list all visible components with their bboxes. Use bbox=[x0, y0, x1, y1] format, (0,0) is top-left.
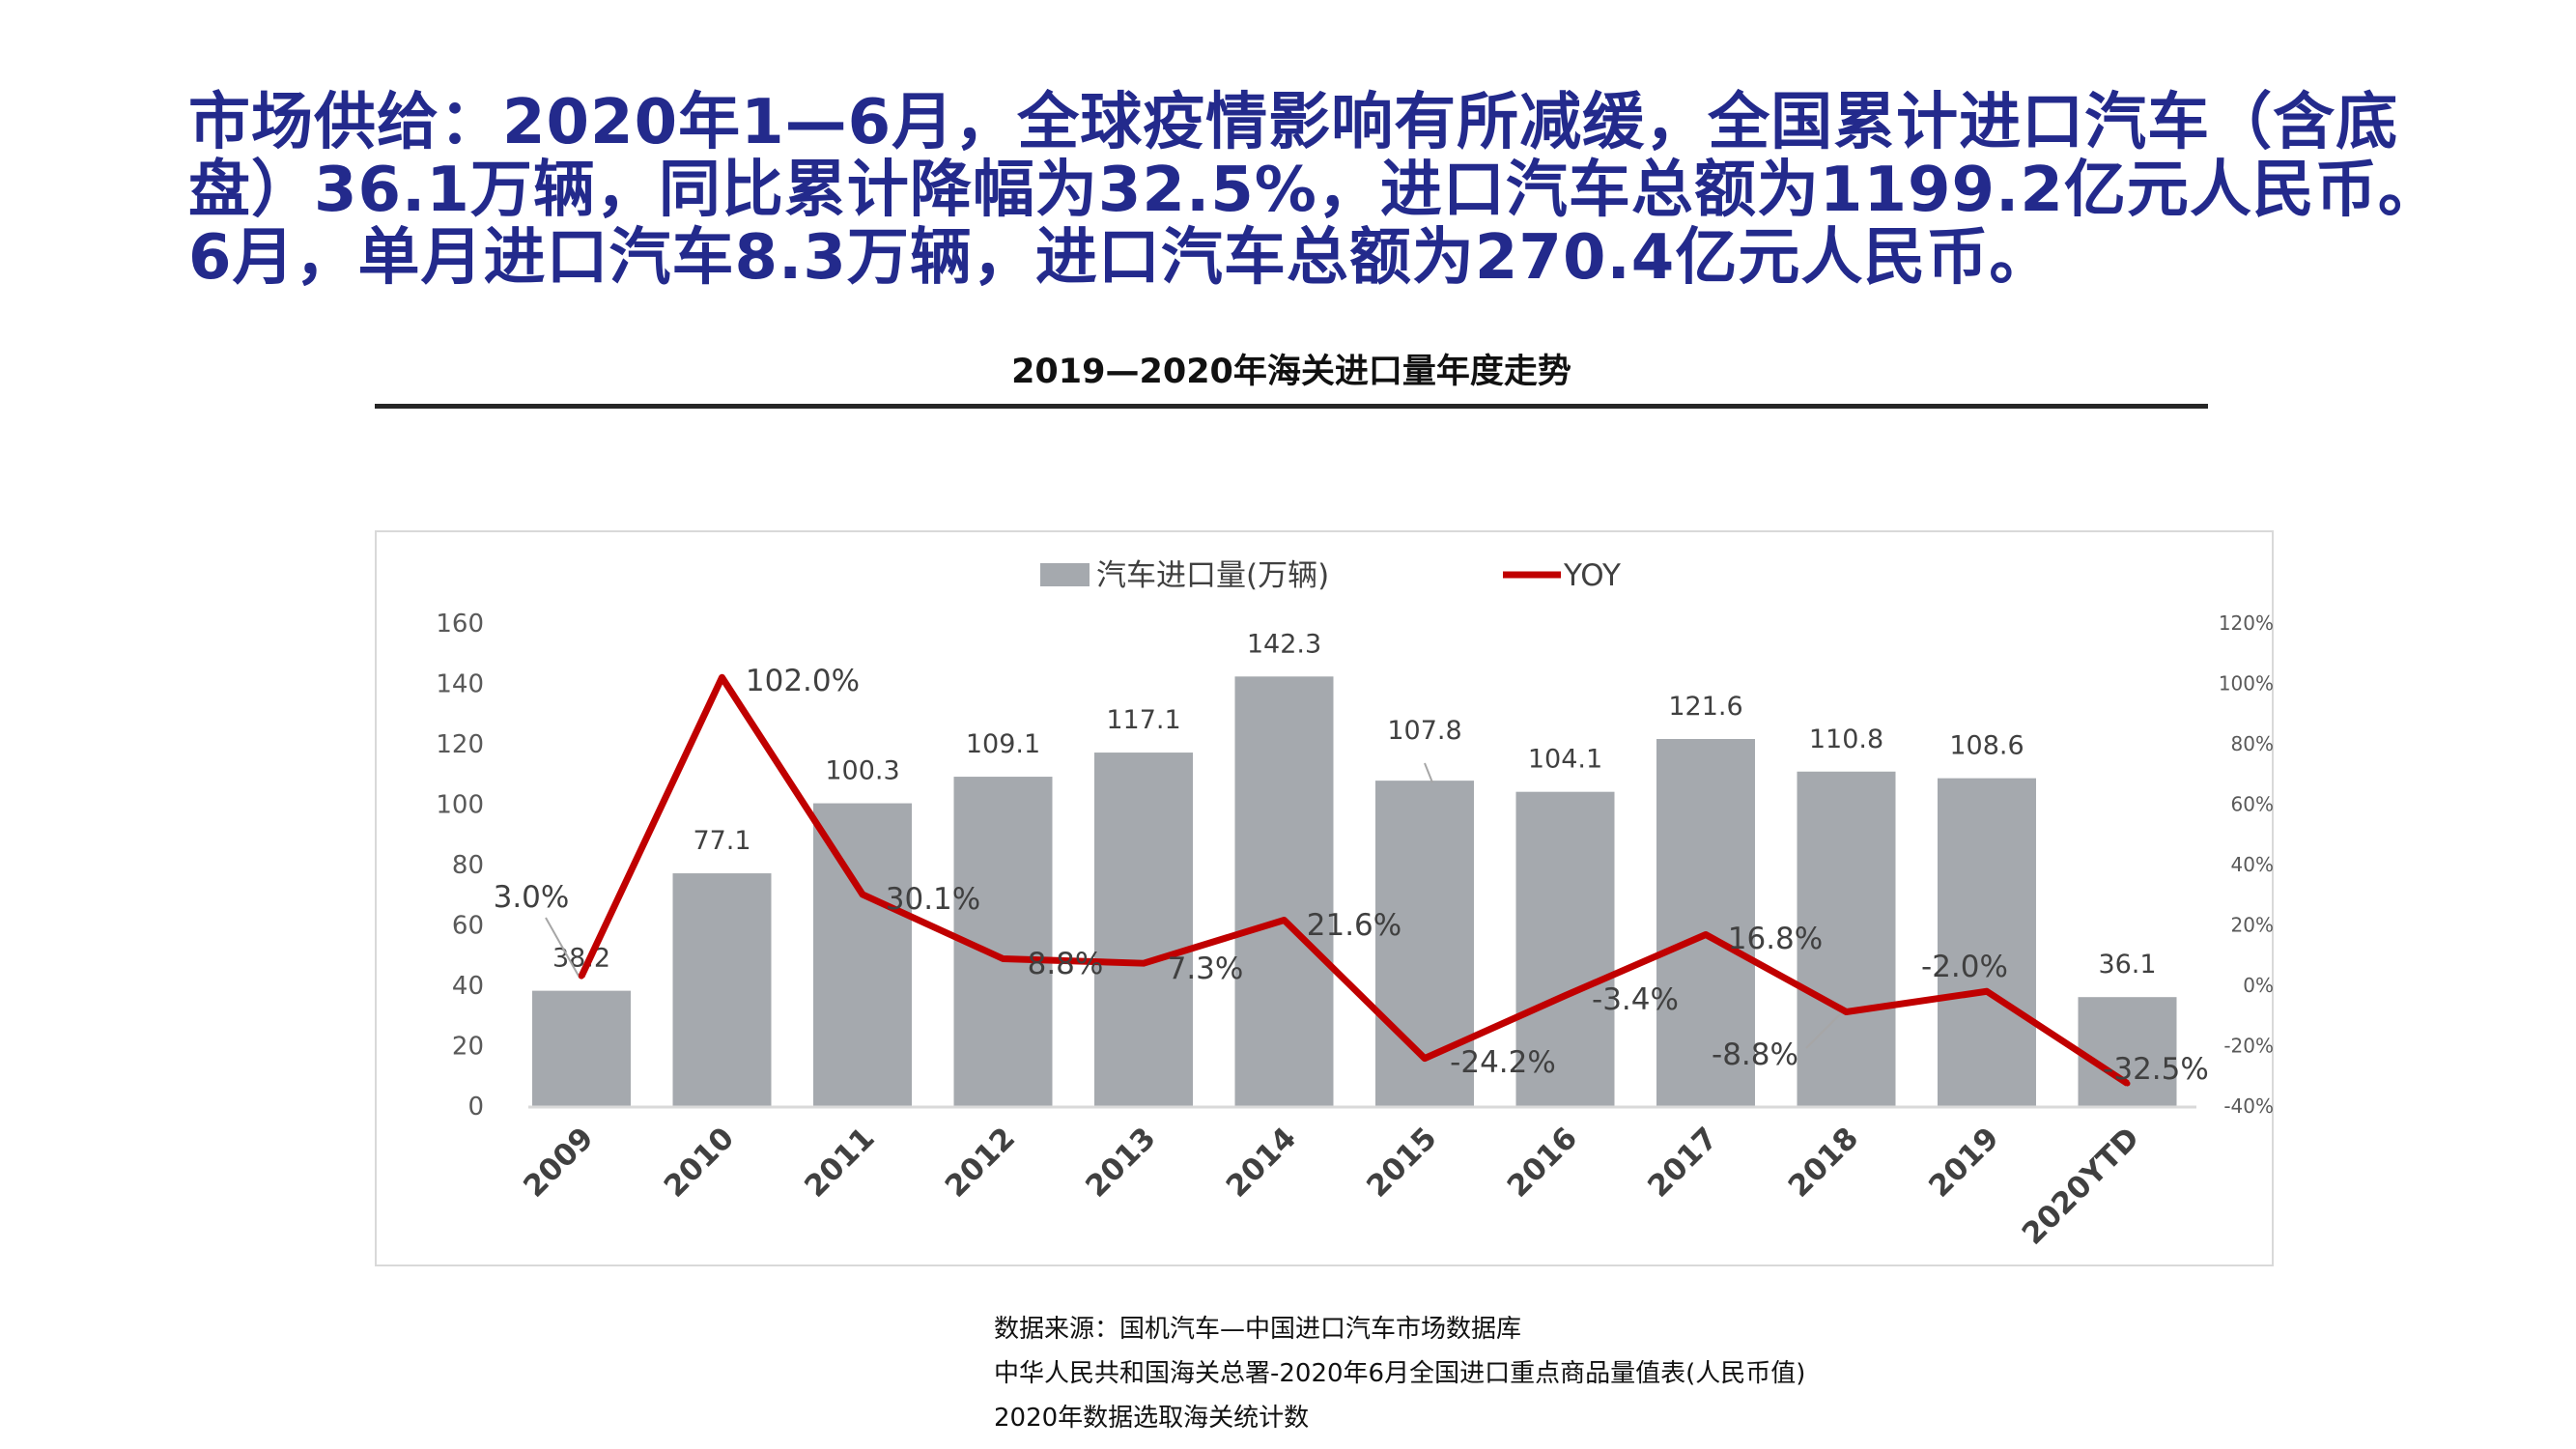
bar-2011 bbox=[813, 803, 912, 1106]
yoy-value-label: 30.1% bbox=[886, 882, 980, 917]
yoy-value-label: -2.0% bbox=[1921, 950, 2008, 984]
x-axis-label: 2020YTD bbox=[2016, 1121, 2146, 1251]
yoy-point-2017 bbox=[1703, 931, 1709, 938]
yoy-value-label: -24.2% bbox=[1450, 1045, 1556, 1080]
title-divider bbox=[375, 404, 2208, 409]
bar-value-label: 36.1 bbox=[2098, 950, 2156, 980]
headline-line-2: 盘）36.1万辆，同比累计降幅为32.5%，进口汽车总额为1199.2亿元人民币… bbox=[188, 155, 2441, 226]
bar-2017 bbox=[1656, 739, 1755, 1106]
left-axis-tick: 100 bbox=[436, 791, 484, 820]
x-axis-label: 2014 bbox=[1220, 1121, 1303, 1204]
yoy-point-2012 bbox=[1000, 955, 1006, 962]
yoy-point-2016 bbox=[1562, 992, 1569, 999]
yoy-value-label: 16.8% bbox=[1728, 922, 1823, 956]
yoy-value-label: -8.8% bbox=[1712, 1037, 1798, 1072]
right-axis-tick: 40% bbox=[2231, 853, 2274, 876]
yoy-value-label: 7.3% bbox=[1168, 952, 1244, 986]
bar-value-label: 107.8 bbox=[1387, 716, 1461, 746]
bar-value-label: 121.6 bbox=[1668, 692, 1742, 722]
bar-2013 bbox=[1094, 753, 1193, 1106]
right-axis-tick: 100% bbox=[2219, 672, 2274, 696]
right-axis-tick: -40% bbox=[2223, 1094, 2274, 1118]
bar-2016 bbox=[1515, 791, 1615, 1106]
leader-line bbox=[1805, 1013, 1841, 1049]
bar-value-label: 77.1 bbox=[693, 826, 750, 856]
leader-line bbox=[545, 917, 580, 979]
bar-value-label: 104.1 bbox=[1528, 745, 1602, 775]
legend-line-label: YOY bbox=[1563, 558, 1621, 593]
headline-line-3: 6月，单月进口汽车8.3万辆，进口汽车总额为270.4亿元人民币。 bbox=[188, 222, 2052, 294]
yoy-point-2014 bbox=[1281, 917, 1288, 923]
yoy-point-2018 bbox=[1843, 1009, 1850, 1015]
x-axis-label: 2013 bbox=[1079, 1121, 1162, 1204]
legend-bar-label: 汽车进口量(万辆) bbox=[1096, 558, 1329, 593]
bar-2020YTD bbox=[2078, 997, 2177, 1106]
bar-value-label: 142.3 bbox=[1247, 629, 1321, 659]
left-axis-tick: 20 bbox=[452, 1033, 484, 1062]
bar-2019 bbox=[1938, 778, 2036, 1106]
headline: 市场供给：2020年1—6月，全球疫情影响有所减缓，全国累计进口汽车（含底 盘）… bbox=[188, 89, 2545, 292]
bar-value-label: 108.6 bbox=[1949, 731, 2024, 761]
yoy-value-label: 3.0% bbox=[494, 880, 570, 915]
right-axis-tick: 20% bbox=[2231, 914, 2274, 937]
chart-title: 2019—2020年海关进口量年度走势 bbox=[1011, 353, 1571, 391]
yoy-value-label: -3.4% bbox=[1592, 982, 1679, 1017]
x-axis-label: 2015 bbox=[1360, 1121, 1443, 1204]
left-axis-tick: 140 bbox=[436, 670, 484, 699]
yoy-value-label: 8.8% bbox=[1028, 947, 1104, 981]
leader-line bbox=[1424, 762, 1433, 783]
bar-2015 bbox=[1375, 781, 1474, 1106]
left-axis-tick: 120 bbox=[436, 730, 484, 759]
bar-value-label: 109.1 bbox=[966, 729, 1040, 759]
bar-2014 bbox=[1234, 676, 1334, 1106]
legend-bar-swatch bbox=[1040, 563, 1090, 586]
source-line-1: 数据来源：国机汽车—中国进口汽车市场数据库 bbox=[994, 1315, 1522, 1344]
yoy-point-2020YTD bbox=[2124, 1080, 2131, 1087]
yoy-point-2015 bbox=[1422, 1055, 1428, 1062]
left-axis-tick: 60 bbox=[452, 912, 484, 941]
yoy-value-label: 102.0% bbox=[746, 664, 860, 698]
x-axis-label: 2009 bbox=[517, 1121, 600, 1204]
source-line-2: 中华人民共和国海关总署-2020年6月全国进口重点商品量值表(人民币值) bbox=[994, 1359, 1806, 1388]
bar-2018 bbox=[1797, 771, 1896, 1106]
x-axis-label: 2011 bbox=[798, 1121, 881, 1204]
left-axis-tick: 80 bbox=[452, 851, 484, 880]
bar-2010 bbox=[672, 873, 772, 1106]
right-axis-tick: 60% bbox=[2231, 793, 2274, 816]
left-axis-tick: 160 bbox=[436, 610, 484, 639]
right-axis-tick: 80% bbox=[2231, 732, 2274, 755]
yoy-point-2010 bbox=[719, 674, 725, 681]
yoy-point-2011 bbox=[860, 891, 865, 897]
x-axis-label: 2018 bbox=[1782, 1121, 1865, 1204]
x-axis-label: 2010 bbox=[658, 1121, 741, 1204]
left-axis-tick: 0 bbox=[467, 1093, 484, 1122]
right-axis-tick: -20% bbox=[2223, 1035, 2274, 1058]
yoy-point-2019 bbox=[1984, 988, 1990, 995]
left-axis-tick: 40 bbox=[452, 972, 484, 1001]
bar-value-label: 110.8 bbox=[1809, 724, 1883, 754]
source-line-3: 2020年数据选取海关统计数 bbox=[994, 1404, 1310, 1433]
x-axis-label: 2019 bbox=[1922, 1121, 2005, 1204]
bar-value-label: 100.3 bbox=[825, 756, 899, 786]
x-axis-label: 2017 bbox=[1641, 1121, 1724, 1204]
x-axis-label: 2016 bbox=[1501, 1121, 1584, 1204]
bar-2009 bbox=[532, 990, 631, 1106]
chart-frame bbox=[375, 530, 2274, 1266]
yoy-value-label: 21.6% bbox=[1307, 908, 1401, 943]
yoy-line bbox=[578, 673, 2130, 1087]
yoy-point-2009 bbox=[579, 973, 584, 980]
headline-line-1: 市场供给：2020年1—6月，全球疫情影响有所减缓，全国累计进口汽车（含底 bbox=[188, 87, 2399, 158]
right-axis-tick: 120% bbox=[2219, 611, 2274, 635]
x-axis-label: 2012 bbox=[939, 1121, 1022, 1204]
bar-value-label: 117.1 bbox=[1106, 705, 1180, 735]
right-axis-tick: 0% bbox=[2243, 974, 2274, 997]
yoy-value-label: -32.5% bbox=[2103, 1052, 2209, 1087]
yoy-point-2013 bbox=[1141, 960, 1146, 967]
